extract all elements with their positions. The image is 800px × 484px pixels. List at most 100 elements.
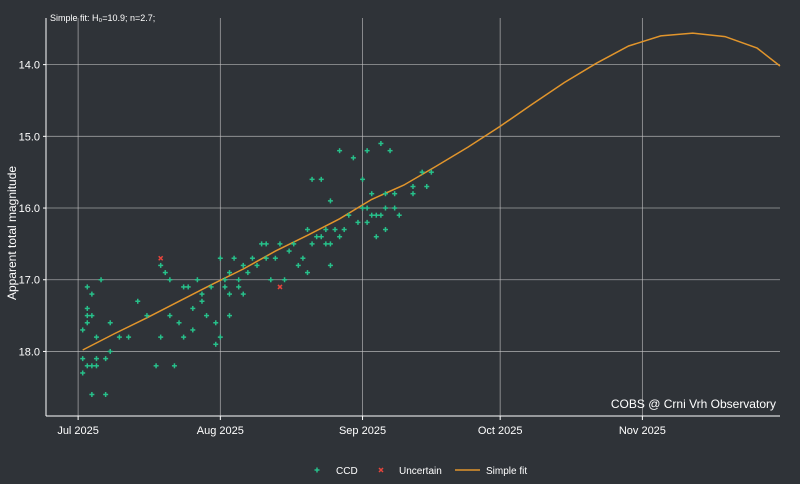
ccd-point <box>332 227 338 233</box>
ccd-point <box>185 284 191 290</box>
ccd-point <box>84 305 90 311</box>
ccd-point <box>364 148 370 154</box>
ccd-point <box>364 205 370 211</box>
ccd-point <box>236 277 242 283</box>
ccd-point <box>387 148 393 154</box>
ccd-point <box>107 348 113 354</box>
ccd-point <box>360 176 366 182</box>
x-tick-label: Aug 2025 <box>197 425 244 437</box>
x-tick-label: Jul 2025 <box>57 425 99 437</box>
ccd-point <box>80 356 86 362</box>
legend-ccd-label: CCD <box>336 466 358 477</box>
ccd-point <box>227 270 232 276</box>
ccd-point <box>382 227 388 233</box>
ccd-point <box>419 169 425 175</box>
ccd-point <box>337 234 343 240</box>
ccd-point <box>240 262 246 268</box>
x-tick-label: Oct 2025 <box>478 425 523 437</box>
ccd-point <box>309 176 315 182</box>
ccd-point <box>318 176 324 182</box>
y-tick-label: 17.0 <box>19 275 40 287</box>
ccd-point <box>392 191 398 197</box>
ccd-point <box>282 277 288 283</box>
ccd-point <box>162 270 168 276</box>
legend-fit-label: Simple fit <box>486 466 527 477</box>
y-tick-label: 16.0 <box>19 203 40 215</box>
ccd-point <box>382 205 388 211</box>
ccd-point <box>323 241 329 247</box>
ccd-point <box>84 320 90 326</box>
ccd-point <box>254 262 260 268</box>
ccd-point <box>217 255 223 261</box>
ccd-point <box>103 356 109 362</box>
ccd-point <box>295 262 301 268</box>
ccd-point <box>249 255 255 261</box>
ccd-point <box>80 327 86 333</box>
legend-uncertain-label: Uncertain <box>399 466 442 477</box>
ccd-point <box>213 341 219 347</box>
chart-subtitle: Simple fit: H₀=10.9; n=2.7; <box>50 13 156 23</box>
ccd-point <box>259 241 265 247</box>
y-axis-label: Apparent total magnitude <box>5 166 19 300</box>
ccd-point <box>126 334 132 340</box>
ccd-point <box>171 363 177 369</box>
legend: CCD Uncertain Simple fit <box>314 466 527 477</box>
ccd-point <box>323 227 329 233</box>
ccd-point <box>300 255 306 261</box>
ccd-point <box>89 391 95 397</box>
ccd-point <box>428 169 434 175</box>
ccd-point <box>89 363 95 369</box>
ccd-point <box>93 334 99 340</box>
ccd-point <box>378 212 384 218</box>
fit-line <box>82 32 781 351</box>
ccd-point <box>227 313 232 319</box>
ccd-point <box>369 212 375 218</box>
ccd-point <box>378 140 384 146</box>
ccd-point <box>199 291 205 297</box>
ccd-point <box>364 219 370 225</box>
ccd-point <box>286 248 292 254</box>
ccd-point <box>135 298 141 304</box>
ccd-point <box>190 305 196 311</box>
ccd-point <box>304 270 310 276</box>
ccd-point <box>190 327 196 333</box>
ccd-point <box>222 277 228 283</box>
ccd-point <box>107 320 113 326</box>
ccd-point <box>204 313 210 319</box>
ccd-point <box>350 155 356 161</box>
ccd-point <box>236 284 242 290</box>
ccd-point <box>410 191 416 197</box>
legend-ccd-marker <box>314 467 320 473</box>
ccd-point <box>327 262 333 268</box>
ccd-point <box>158 334 164 340</box>
ccd-point <box>167 313 173 319</box>
x-tick-label: Sep 2025 <box>339 425 386 437</box>
ccd-point <box>208 284 214 290</box>
ccd-point <box>341 227 347 233</box>
ccd-point <box>144 313 150 319</box>
ccd-point <box>84 313 90 319</box>
ccd-point <box>369 191 375 197</box>
ccd-point <box>396 212 402 218</box>
ccd-point <box>103 391 109 397</box>
ccd-point <box>337 148 343 154</box>
ccd-point <box>277 241 283 247</box>
ccd-point <box>309 241 315 247</box>
ccd-point <box>268 277 274 283</box>
y-tick-label: 15.0 <box>19 131 40 143</box>
ccd-point <box>410 184 416 190</box>
ccd-point <box>314 234 320 240</box>
ccd-point <box>291 241 297 247</box>
ccd-point <box>222 284 228 290</box>
ccd-point <box>346 212 352 218</box>
ccd-point <box>217 334 223 340</box>
ccd-point <box>424 184 430 190</box>
ccd-point <box>158 262 164 268</box>
ccd-point <box>373 212 379 218</box>
ccd-point <box>263 255 269 261</box>
uncertain-point <box>158 255 164 261</box>
ccd-point <box>89 313 95 319</box>
ccd-point <box>153 363 159 369</box>
y-tick-label: 14.0 <box>19 60 40 72</box>
legend-uncertain-marker <box>378 467 384 473</box>
